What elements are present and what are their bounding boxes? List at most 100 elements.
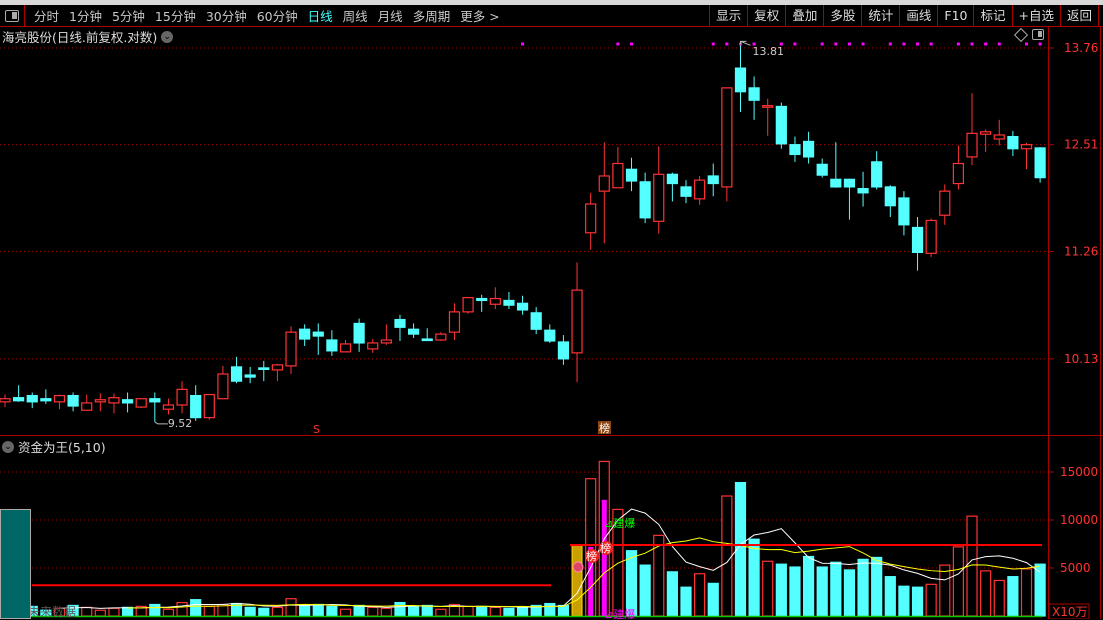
candle-up bbox=[367, 342, 379, 350]
signal-dot bbox=[616, 42, 620, 46]
period-tab[interactable]: 多周期 bbox=[412, 9, 451, 24]
indicator-bar-up bbox=[203, 605, 215, 617]
unit-label: X10万 bbox=[1052, 605, 1088, 619]
chevron-down-icon[interactable]: ⌄ bbox=[2, 440, 14, 453]
candle-down bbox=[898, 197, 910, 226]
period-tab[interactable]: 1分钟 bbox=[69, 9, 102, 24]
indicator-bar-up bbox=[980, 570, 992, 617]
window-title-strip bbox=[0, 0, 1103, 5]
indicator-bar-down bbox=[911, 586, 924, 617]
toolbar-button[interactable]: 叠加 bbox=[785, 5, 823, 26]
indicator-bar-up bbox=[271, 606, 283, 617]
indicator-bar-up bbox=[176, 601, 188, 617]
signal-dot bbox=[861, 42, 865, 46]
signal-dot bbox=[793, 42, 797, 46]
indicator-bar-down bbox=[666, 571, 678, 617]
toolbar-button[interactable]: 画线 bbox=[899, 5, 937, 26]
indicator-bar-up bbox=[367, 606, 379, 617]
side-widget[interactable] bbox=[0, 509, 31, 619]
indicator-bar-down bbox=[503, 607, 515, 617]
indicator-bar-down bbox=[408, 605, 420, 617]
price-tick-label: 12.51 bbox=[1064, 138, 1098, 152]
candle-down bbox=[40, 398, 52, 402]
candle-down bbox=[244, 374, 256, 378]
ma10-line bbox=[127, 537, 1041, 609]
period-tab[interactable]: 日线 bbox=[307, 9, 333, 24]
candle-down bbox=[121, 399, 134, 404]
period-tab[interactable]: 更多 > bbox=[460, 9, 500, 24]
period-tab[interactable]: 30分钟 bbox=[205, 9, 247, 24]
candle-up bbox=[598, 175, 610, 192]
indicator-bar-down bbox=[639, 564, 651, 617]
signal-dot bbox=[752, 42, 756, 46]
indicator-tick-label: 15000 bbox=[1060, 465, 1098, 479]
period-tab[interactable]: 分时 bbox=[34, 9, 60, 24]
indicator-bar-down bbox=[312, 603, 324, 617]
candle-up bbox=[489, 297, 501, 305]
chevron-down-icon[interactable]: ⌄ bbox=[161, 30, 174, 43]
candle-up bbox=[176, 388, 188, 406]
signal-dot bbox=[779, 42, 783, 46]
toolbar-button[interactable]: 统计 bbox=[861, 5, 899, 26]
candle-down bbox=[871, 161, 883, 188]
signal-dot bbox=[820, 42, 824, 46]
signal-dot bbox=[916, 42, 920, 46]
signal-dot bbox=[997, 42, 1001, 46]
panel-toggle-icon[interactable] bbox=[1032, 29, 1044, 40]
toolbar-button[interactable]: 标记 bbox=[973, 5, 1011, 26]
indicator-bar-down bbox=[299, 604, 311, 617]
signal-dot bbox=[902, 42, 906, 46]
chart-title: 海亮股份(日线.前复权.对数) ⌄ bbox=[2, 27, 174, 46]
candle-down bbox=[394, 318, 406, 328]
candle-up bbox=[435, 333, 447, 341]
indicator-bar-up bbox=[339, 608, 352, 617]
period-tab[interactable]: 月线 bbox=[377, 9, 403, 24]
candle-up bbox=[993, 134, 1005, 140]
candle-down bbox=[258, 367, 270, 371]
indicator-bar-up bbox=[925, 583, 937, 617]
toolbar-button[interactable]: F10 bbox=[937, 5, 973, 26]
indicator-bar-down bbox=[476, 605, 488, 617]
candle-down bbox=[67, 394, 79, 407]
signal-dot bbox=[847, 42, 851, 46]
indicator-bar-up bbox=[162, 608, 175, 617]
candle-down bbox=[625, 168, 638, 182]
panel-toggle-icon[interactable] bbox=[5, 9, 19, 22]
toolbar-button[interactable]: +自选 bbox=[1011, 5, 1060, 26]
indicator-bar-down bbox=[149, 603, 161, 617]
period-tab[interactable]: 周线 bbox=[342, 9, 368, 24]
candle-down bbox=[911, 226, 924, 254]
indicator-bar-up bbox=[939, 564, 951, 617]
indicator-bar-down bbox=[625, 550, 638, 617]
candle-up bbox=[925, 219, 937, 254]
period-tab[interactable]: 60分钟 bbox=[256, 9, 298, 24]
signal-dot bbox=[956, 42, 960, 46]
candle-up bbox=[217, 373, 229, 400]
candle-up bbox=[762, 105, 774, 108]
indicator-bar-down bbox=[816, 566, 828, 617]
indicator-bar-down bbox=[394, 601, 406, 617]
price-tick-label: 10.13 bbox=[1064, 352, 1098, 366]
candle-down bbox=[734, 67, 747, 93]
candle-up bbox=[0, 398, 11, 403]
period-tab[interactable]: 15分钟 bbox=[154, 9, 196, 24]
divider bbox=[24, 5, 25, 26]
candle-down bbox=[353, 322, 365, 344]
candle-down bbox=[516, 302, 529, 311]
indicator-bar-up bbox=[694, 573, 706, 617]
toolbar-button[interactable]: 返回 bbox=[1059, 5, 1099, 26]
toolbar-button[interactable]: 显示 bbox=[709, 5, 747, 26]
indicator-bar-down bbox=[1007, 576, 1019, 617]
indicator-bar-up bbox=[435, 608, 447, 617]
bang-badge bbox=[599, 541, 613, 555]
candle-up bbox=[271, 364, 283, 371]
toolbar-button[interactable]: 复权 bbox=[747, 5, 785, 26]
period-tab[interactable]: 5分钟 bbox=[111, 9, 145, 24]
candle-down bbox=[408, 328, 420, 335]
indicator-bar-down bbox=[244, 606, 256, 617]
toolbar-button[interactable]: 多股 bbox=[823, 5, 861, 26]
gold-bar bbox=[571, 544, 583, 617]
indicator-bar-down bbox=[843, 569, 856, 617]
candle-down bbox=[190, 394, 202, 419]
